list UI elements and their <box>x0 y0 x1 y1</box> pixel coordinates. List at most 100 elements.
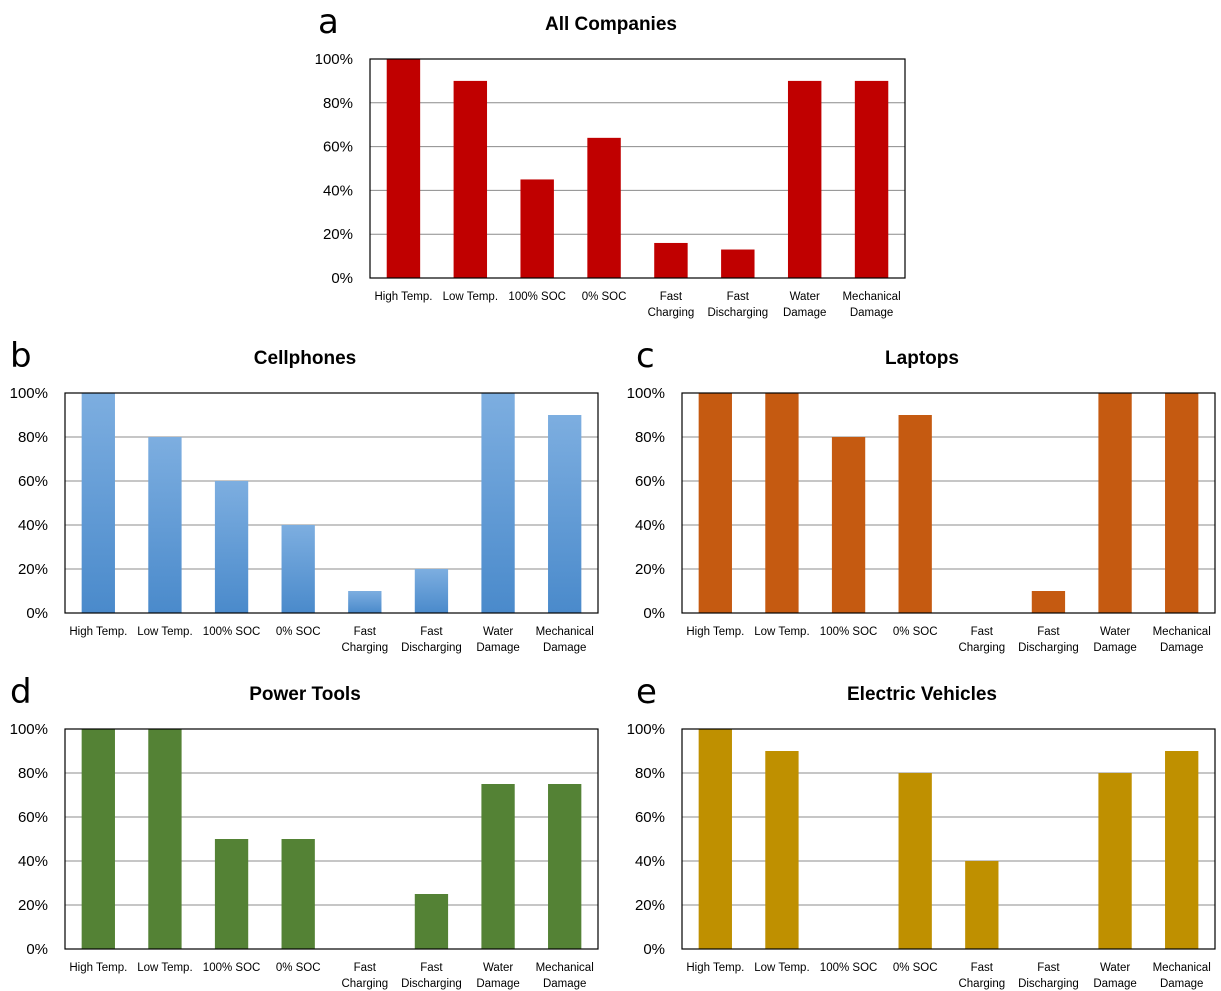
x-tick-label-line: 0% SOC <box>276 962 321 974</box>
y-tick-label: 40% <box>18 853 48 870</box>
bar <box>81 729 115 949</box>
plot-frame <box>681 392 1216 614</box>
x-tick-label: Fast Charging <box>341 626 388 654</box>
x-tick-label-line: Damage <box>1160 642 1203 654</box>
x-tick-label: 100% SOC <box>820 962 878 974</box>
x-tick-label-line: 100% SOC <box>203 626 261 638</box>
bar <box>520 179 554 278</box>
x-tick-label-line: Discharging <box>401 642 462 654</box>
panel-letter: c <box>636 336 655 376</box>
x-tick-label-line: Charging <box>341 978 388 990</box>
x-tick-label: Fast Discharging <box>401 962 462 990</box>
bar <box>1098 393 1132 613</box>
x-tick-label: Low Temp. <box>443 291 498 303</box>
x-tick-label-line: Damage <box>783 307 826 319</box>
chart-panel-e: e Electric Vehicles 0% 20% 40% 60% 80% 100% High… <box>627 672 1216 990</box>
y-tick-label: 100% <box>627 721 665 738</box>
y-tick-label: 40% <box>18 517 48 534</box>
x-tick-label-line: High Temp. <box>374 291 432 303</box>
x-tick-label: Mechanical Damage <box>1153 626 1211 654</box>
bar <box>281 525 315 613</box>
x-tick-label-line: Fast <box>971 626 994 638</box>
chart-title: Power Tools <box>249 684 361 705</box>
y-tick-label: 60% <box>635 473 665 490</box>
x-tick-label-line: Mechanical <box>1153 962 1211 974</box>
y-tick-label: 0% <box>26 941 48 958</box>
x-tick-label-line: Low Temp. <box>754 626 809 638</box>
bar <box>414 894 449 949</box>
y-tick-label: 20% <box>18 897 48 914</box>
bar <box>81 393 115 613</box>
x-tick-label-line: Low Temp. <box>443 291 498 303</box>
x-tick-label: Fast Charging <box>341 962 388 990</box>
bar <box>698 729 732 949</box>
bar <box>281 839 315 949</box>
x-tick-label-line: Damage <box>543 978 586 990</box>
bar <box>548 415 582 613</box>
x-tick-label-line: Charging <box>341 642 388 654</box>
bar <box>1098 773 1132 949</box>
y-tick-label: 60% <box>635 809 665 826</box>
x-tick-label-line: Fast <box>971 962 994 974</box>
x-tick-label: Fast Discharging <box>401 626 462 654</box>
x-tick-label: Low Temp. <box>137 626 192 638</box>
bar <box>898 773 932 949</box>
x-tick-label-line: Mechanical <box>536 962 594 974</box>
x-tick-label-line: Mechanical <box>842 291 900 303</box>
x-tick-label: 100% SOC <box>820 626 878 638</box>
x-tick-label-line: Low Temp. <box>137 962 192 974</box>
x-tick-label: Water Damage <box>476 626 519 654</box>
x-tick-label-line: Water <box>1100 626 1130 638</box>
x-tick-label: Water Damage <box>783 291 826 319</box>
plot-frame <box>64 392 599 614</box>
bar <box>214 481 249 613</box>
bar <box>765 751 799 949</box>
x-tick-label-line: Fast <box>420 962 443 974</box>
bar <box>654 242 688 278</box>
y-tick-label: 40% <box>635 517 665 534</box>
x-tick-label: Fast Charging <box>958 962 1005 990</box>
y-tick-label: 20% <box>323 226 353 243</box>
bar <box>587 137 621 278</box>
x-tick-label-line: Damage <box>543 642 586 654</box>
x-tick-label: High Temp. <box>69 962 127 974</box>
bar <box>481 784 515 949</box>
x-tick-label-line: 0% SOC <box>893 626 938 638</box>
chart-title: Laptops <box>885 348 959 369</box>
x-tick-label: High Temp. <box>686 626 744 638</box>
x-tick-label-line: Mechanical <box>1153 626 1211 638</box>
panel-letter: b <box>10 336 32 376</box>
x-tick-label: Mechanical Damage <box>536 626 594 654</box>
bar <box>831 437 866 613</box>
x-tick-label-line: 100% SOC <box>820 962 878 974</box>
x-tick-label-line: Damage <box>1160 978 1203 990</box>
y-tick-label: 100% <box>627 385 665 402</box>
x-tick-label-line: Damage <box>476 978 519 990</box>
x-tick-label-line: 0% SOC <box>582 291 627 303</box>
x-tick-label-line: Fast <box>1037 626 1060 638</box>
x-tick-label-line: Fast <box>420 626 443 638</box>
bar <box>965 861 999 949</box>
x-tick-label-line: High Temp. <box>69 962 127 974</box>
x-tick-label-line: Damage <box>1093 978 1136 990</box>
x-tick-label: Low Temp. <box>754 626 809 638</box>
x-tick-label-line: Discharging <box>707 307 768 319</box>
bar <box>787 80 822 279</box>
x-tick-label-line: Water <box>1100 962 1130 974</box>
x-tick-label: 0% SOC <box>276 626 321 638</box>
y-tick-label: 0% <box>331 270 353 287</box>
x-tick-label: Fast Charging <box>958 626 1005 654</box>
y-tick-label: 80% <box>635 765 665 782</box>
x-tick-label: Water Damage <box>1093 626 1136 654</box>
y-tick-label: 20% <box>635 897 665 914</box>
y-tick-label: 0% <box>643 605 665 622</box>
bar <box>386 59 421 278</box>
x-tick-label: High Temp. <box>374 291 432 303</box>
panel-letter: e <box>636 672 657 712</box>
x-tick-label: High Temp. <box>686 962 744 974</box>
bar <box>1031 591 1066 613</box>
y-tick-label: 20% <box>18 561 48 578</box>
x-tick-label: Water Damage <box>1093 962 1136 990</box>
y-tick-label: 40% <box>635 853 665 870</box>
